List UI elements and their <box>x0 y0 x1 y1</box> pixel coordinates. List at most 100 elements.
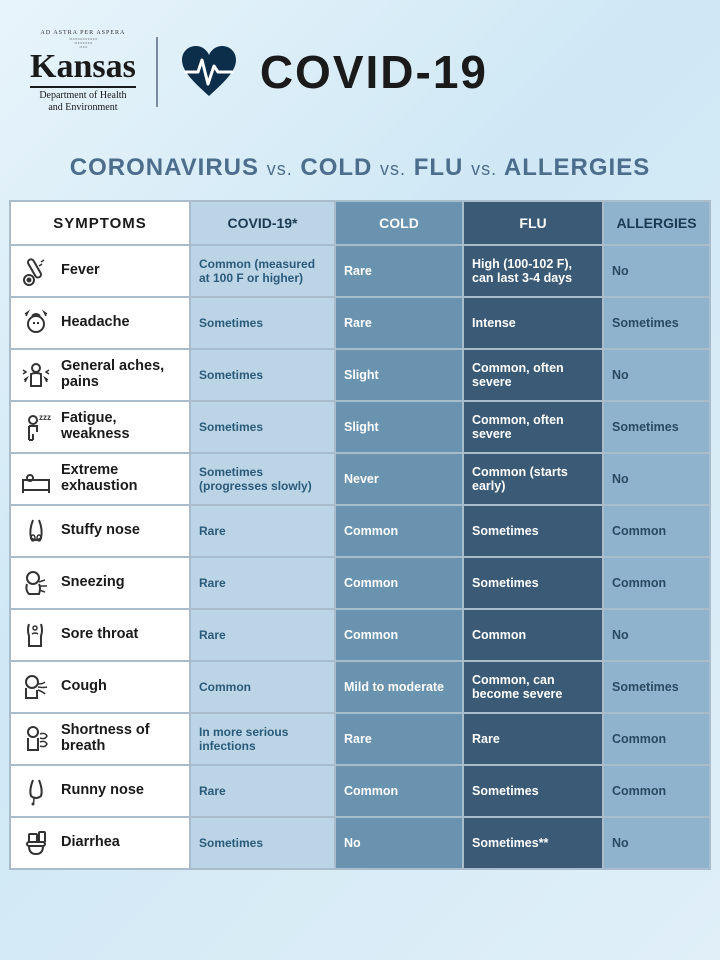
symptom-cell: Shortness of breath <box>10 713 190 765</box>
col-header-symptoms: SYMPTOMS <box>10 201 190 245</box>
heart-ecg-icon <box>178 44 240 100</box>
table-row: Runny noseRareCommonSometimesCommon <box>10 765 710 817</box>
covid-cell: Sometimes (progresses slowly) <box>190 453 335 505</box>
cold-cell: Mild to moderate <box>335 661 463 713</box>
symptom-label: Shortness of breath <box>61 723 181 755</box>
symptom-comparison-table: SYMPTOMS COVID-19* COLD FLU ALLERGIES Fe… <box>9 200 711 870</box>
subtitle-part-3: FLU <box>414 154 464 181</box>
symptom-cell: Sore throat <box>10 609 190 661</box>
col-header-allergies: ALLERGIES <box>603 201 710 245</box>
covid-cell: Common <box>190 661 335 713</box>
logo-dept-line1: Department of Health <box>30 90 136 102</box>
subtitle-sep-3: vs. <box>471 159 497 179</box>
symptom-cell: Fatigue, weakness <box>10 401 190 453</box>
symptom-label: Fatigue, weakness <box>61 411 181 443</box>
cold-cell: Common <box>335 609 463 661</box>
exhaustion-icon <box>19 462 53 496</box>
flu-cell: Common, can become severe <box>463 661 603 713</box>
symptom-label: Runny nose <box>61 783 144 799</box>
allergies-cell: Common <box>603 765 710 817</box>
subtitle-part-1: CORONAVIRUS <box>70 154 259 181</box>
covid-cell: Rare <box>190 557 335 609</box>
flu-cell: Rare <box>463 713 603 765</box>
allergies-cell: No <box>603 453 710 505</box>
symptom-cell: Runny nose <box>10 765 190 817</box>
runnynose-icon <box>19 774 53 808</box>
fatigue-icon <box>19 410 53 444</box>
logo-dept-line2: and Environment <box>30 102 136 114</box>
symptom-label: Stuffy nose <box>61 523 140 539</box>
symptom-cell: Fever <box>10 245 190 297</box>
cold-cell: Rare <box>335 297 463 349</box>
symptom-label: Headache <box>61 315 130 331</box>
allergies-cell: No <box>603 245 710 297</box>
flu-cell: Common, often severe <box>463 401 603 453</box>
covid-cell: Common (measured at 100 F or higher) <box>190 245 335 297</box>
cold-cell: Slight <box>335 401 463 453</box>
flu-cell: Common, often severe <box>463 349 603 401</box>
subtitle-part-2: COLD <box>300 154 372 181</box>
col-header-cold: COLD <box>335 201 463 245</box>
symptom-label: Extreme exhaustion <box>61 463 181 495</box>
col-header-covid: COVID-19* <box>190 201 335 245</box>
logo-state-name: Kansas <box>30 50 136 88</box>
flu-cell: Common <box>463 609 603 661</box>
flu-cell: Sometimes** <box>463 817 603 869</box>
symptom-cell: Extreme exhaustion <box>10 453 190 505</box>
cold-cell: Slight <box>335 349 463 401</box>
symptom-cell: Headache <box>10 297 190 349</box>
allergies-cell: Common <box>603 505 710 557</box>
symptom-cell: Cough <box>10 661 190 713</box>
table-row: SneezingRareCommonSometimesCommon <box>10 557 710 609</box>
flu-cell: Sometimes <box>463 505 603 557</box>
allergies-cell: No <box>603 349 710 401</box>
symptom-label: Diarrhea <box>61 835 120 851</box>
symptom-label: Cough <box>61 679 107 695</box>
breath-icon <box>19 722 53 756</box>
page-title: COVID-19 <box>260 45 488 99</box>
allergies-cell: Sometimes <box>603 297 710 349</box>
sneezing-icon <box>19 566 53 600</box>
subtitle-sep-2: vs. <box>380 159 406 179</box>
covid-cell: Rare <box>190 609 335 661</box>
cold-cell: No <box>335 817 463 869</box>
covid-cell: Sometimes <box>190 401 335 453</box>
table-row: Shortness of breathIn more serious infec… <box>10 713 710 765</box>
allergies-cell: Common <box>603 557 710 609</box>
table-row: General aches, painsSometimesSlightCommo… <box>10 349 710 401</box>
covid-cell: Sometimes <box>190 297 335 349</box>
symptom-cell: Stuffy nose <box>10 505 190 557</box>
table-row: FeverCommon (measured at 100 F or higher… <box>10 245 710 297</box>
symptom-label: Sneezing <box>61 575 125 591</box>
flu-cell: Intense <box>463 297 603 349</box>
cold-cell: Common <box>335 505 463 557</box>
kansas-logo: AD ASTRA PER ASPERA ····················… <box>30 30 136 114</box>
flu-cell: High (100-102 F), can last 3-4 days <box>463 245 603 297</box>
symptom-label: General aches, pains <box>61 359 181 391</box>
cold-cell: Rare <box>335 245 463 297</box>
allergies-cell: Sometimes <box>603 401 710 453</box>
sorethroat-icon <box>19 618 53 652</box>
table-row: HeadacheSometimesRareIntenseSometimes <box>10 297 710 349</box>
table-row: Cough CommonMild to moderateCommon, can b… <box>10 661 710 713</box>
symptom-cell: General aches, pains <box>10 349 190 401</box>
subtitle-sep-1: vs. <box>267 159 293 179</box>
subtitle-part-4: ALLERGIES <box>504 154 650 181</box>
flu-cell: Common (starts early) <box>463 453 603 505</box>
covid-cell: Sometimes <box>190 817 335 869</box>
cough-icon <box>19 670 53 704</box>
comparison-subtitle: CORONAVIRUS vs. COLD vs. FLU vs. ALLERGI… <box>0 154 720 182</box>
allergies-cell: Common <box>603 713 710 765</box>
thermometer-icon <box>19 254 53 288</box>
headache-icon <box>19 306 53 340</box>
header-divider <box>156 37 158 107</box>
table-row: Extreme exhaustion Sometimes (progresses … <box>10 453 710 505</box>
table-row: Fatigue, weaknessSometimesSlightCommon, … <box>10 401 710 453</box>
table-header-row: SYMPTOMS COVID-19* COLD FLU ALLERGIES <box>10 201 710 245</box>
allergies-cell: No <box>603 817 710 869</box>
stuffynose-icon <box>19 514 53 548</box>
table-row: DiarrheaSometimesNoSometimes**No <box>10 817 710 869</box>
flu-cell: Sometimes <box>463 765 603 817</box>
symptom-cell: Sneezing <box>10 557 190 609</box>
allergies-cell: Sometimes <box>603 661 710 713</box>
